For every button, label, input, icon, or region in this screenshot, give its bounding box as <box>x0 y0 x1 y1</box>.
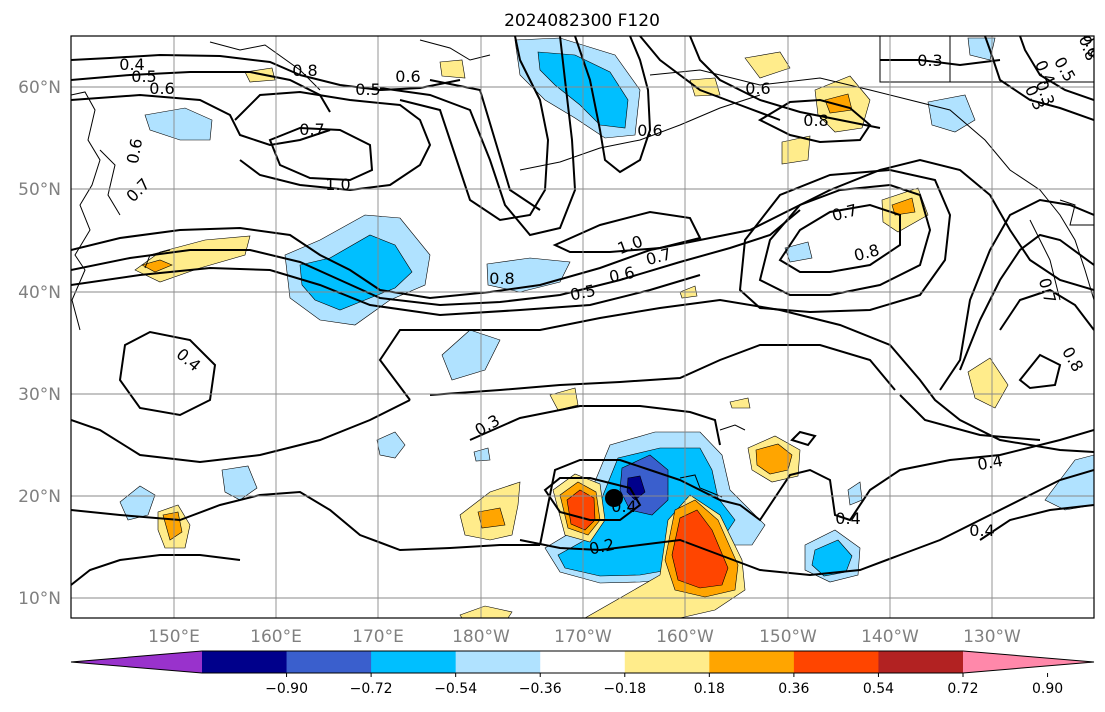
contour-label: 0.8 <box>489 269 514 288</box>
contour-lines <box>71 36 1094 586</box>
shade-pos-n6-core <box>891 197 916 216</box>
contour-label: 0.6 <box>123 137 146 165</box>
lon-label: 180°W <box>452 627 510 647</box>
longitude-labels: 150°E 160°E 170°E 180°W 170°W 160°W 150°… <box>148 627 1021 647</box>
lat-label: 60°N <box>18 78 61 98</box>
lat-label: 40°N <box>18 283 61 303</box>
lon-label: 170°E <box>352 627 404 647</box>
shade-neg-mid <box>376 431 406 459</box>
map-frame <box>70 35 1095 619</box>
contour-label: 0.6 <box>607 263 636 287</box>
contour-label: 0.5 <box>355 80 380 99</box>
contour-label: 1.0 <box>325 175 350 194</box>
lat-label: 10°N <box>18 589 61 609</box>
shade-neg-w1 <box>119 485 156 521</box>
shade-neg-sm3 <box>847 481 863 506</box>
lon-label: 150°E <box>148 627 200 647</box>
shade-neg-35n <box>441 329 501 381</box>
colorbar-tick-label: 0.36 <box>778 681 809 697</box>
colorbar-tick-label: 0.18 <box>694 681 725 697</box>
shade-pos-japan-core <box>141 259 173 273</box>
shade-pos-w20-core <box>477 507 506 529</box>
colorbar-swatch <box>709 651 795 673</box>
colorbar-swatch <box>624 651 710 673</box>
contour-label: 0.5 <box>131 67 156 86</box>
colorbar-tick-label: −0.36 <box>519 681 562 697</box>
contour-label: 0.2 <box>587 535 616 559</box>
shade-pos-n3 <box>744 51 791 79</box>
contour-label: 0.4 <box>835 509 860 528</box>
shade-neg-ne <box>927 94 976 133</box>
contour-label: 0.8 <box>803 111 828 130</box>
shade-neg-w2 <box>221 465 258 501</box>
shade-pos-n2 <box>439 59 466 79</box>
colorbar: −0.90 −0.72 −0.54 −0.36 −0.18 0.18 0.36 0.54 0.7… <box>70 650 1095 697</box>
colorbar-extend-low <box>71 651 202 673</box>
contour-label: 0.6 <box>149 79 174 98</box>
latitude-labels: 60°N 50°N 40°N 30°N 20°N 10°N <box>18 78 61 609</box>
colorbar-tick-label: −0.72 <box>350 681 393 697</box>
colorbar-swatch <box>878 651 964 673</box>
lat-label: 50°N <box>18 180 61 200</box>
lon-label: 130°W <box>963 627 1021 647</box>
shade-neg-nw <box>144 107 213 141</box>
contour-label: 0.6 <box>745 79 770 98</box>
colorbar-extend-high <box>963 651 1094 673</box>
graticule <box>71 36 1094 618</box>
contour-label: 0.4 <box>969 521 994 540</box>
colorbar-swatch <box>540 651 626 673</box>
colorbar-tick-label: 0.90 <box>1032 681 1063 697</box>
shade-pos-japan <box>134 235 251 283</box>
lon-label: 170°W <box>554 627 612 647</box>
colorbar-swatch <box>371 651 457 673</box>
contour-label: 0.4 <box>119 55 144 74</box>
contour-label: 0.6 <box>637 121 662 140</box>
shade-neg-sm2 <box>473 447 491 462</box>
contour-label: 0.6 <box>395 67 420 86</box>
colorbar-tick-label: 0.72 <box>947 681 978 697</box>
colorbar-tick-label: 0.54 <box>863 681 894 697</box>
colorbar-swatch <box>793 651 879 673</box>
shade-pos-s1 <box>549 387 579 411</box>
colorbar-outline <box>70 650 1095 674</box>
shade-pos-s2 <box>729 397 751 409</box>
lon-label: 160°W <box>656 627 714 647</box>
figure-title: 2024082300 F120 <box>504 11 660 31</box>
contour-label: 0.5 <box>568 281 597 305</box>
lon-label: 160°E <box>250 627 302 647</box>
lat-label: 20°N <box>18 487 61 507</box>
colorbar-tick-label: −0.54 <box>434 681 477 697</box>
storm-position-marker <box>605 489 623 507</box>
contour-label: 0.7 <box>299 120 324 139</box>
colorbar-swatch <box>455 651 541 673</box>
contour-label: 0.8 <box>292 61 317 80</box>
lon-label: 140°W <box>861 627 919 647</box>
colorbar-swatch <box>202 651 288 673</box>
colorbar-swatch <box>286 651 372 673</box>
colorbar-tick-label: −0.90 <box>265 681 308 697</box>
shade-neg-40n <box>486 257 571 293</box>
colorbar-tick-label: −0.18 <box>603 681 646 697</box>
contour-label: 0.3 <box>917 51 942 70</box>
lon-label: 150°W <box>759 627 817 647</box>
contour-label: 0.4 <box>976 451 1004 474</box>
lat-label: 30°N <box>18 385 61 405</box>
